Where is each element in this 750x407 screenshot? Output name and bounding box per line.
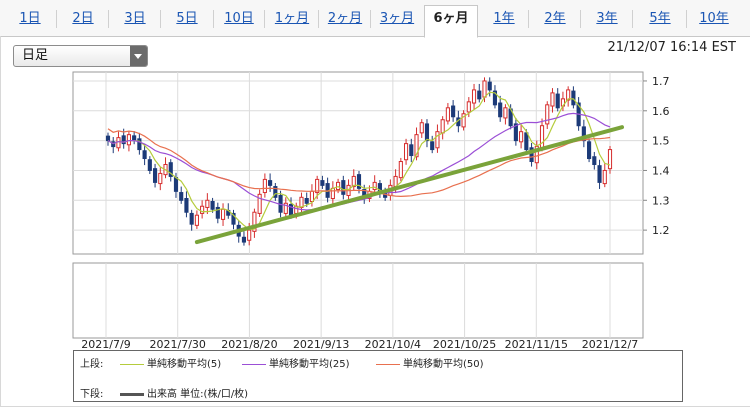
tab-separator [56,10,57,28]
legend-label-sma50: 単純移動平均(50) [403,359,484,370]
legend-item-volume: 出来高 単位:(株/口/枚) [120,385,248,400]
tab-separator [370,10,371,28]
chart-interval-select[interactable]: 日足 [13,45,148,67]
legend-label-sma25: 単純移動平均(25) [269,359,350,370]
tab-period-7[interactable]: 3ヶ月 [379,11,415,26]
tab-period-10[interactable]: 2年 [544,11,566,26]
tab-period-11[interactable]: 3年 [596,11,618,26]
tab-separator [160,10,161,28]
tab-period-6[interactable]: 2ヶ月 [327,11,363,26]
legend-lower-label: 下段: [80,389,104,400]
legend-label-volume: 出来高 単位:(株/口/枚) [147,389,249,400]
tab-period-0[interactable]: 1日 [19,11,41,26]
tab-period-8[interactable]: 6ヶ月 [424,5,478,38]
quote-timestamp: 21/12/07 16:14 EST [607,40,736,55]
tab-separator [528,10,529,28]
tab-period-9[interactable]: 1年 [493,11,515,26]
tab-separator [632,10,633,28]
legend-swatch-sma5 [120,363,144,365]
tab-separator [580,10,581,28]
tab-period-12[interactable]: 5年 [649,11,671,26]
tab-period-1[interactable]: 2日 [72,11,94,26]
tab-separator [108,10,109,28]
tab-period-5[interactable]: 1ヶ月 [274,11,310,26]
period-tab-bar: 1日 2日 3日 5日 10日 1ヶ月 2ヶ月 3ヶ月 6ヶ月 1年 2年 3年 5年 10年 [0,0,750,38]
tab-separator [264,10,265,28]
tab-separator [213,10,214,28]
tab-period-4[interactable]: 10日 [224,11,254,26]
legend-item-sma50: 単純移動平均(50) [376,355,484,370]
chart-legend: 上段: 単純移動平均(5) 単純移動平均(25) 単純移動平均(50) 下段: … [73,350,683,402]
chevron-down-icon[interactable] [130,46,147,66]
legend-swatch-sma25 [242,363,266,365]
legend-upper-label: 上段: [80,359,104,370]
legend-item-sma25: 単純移動平均(25) [242,355,350,370]
legend-item-sma5: 単純移動平均(5) [120,355,221,370]
tab-period-2[interactable]: 3日 [124,11,146,26]
legend-swatch-volume [120,392,144,396]
tab-separator [318,10,319,28]
tab-separator [686,10,687,28]
tab-period-13[interactable]: 10年 [699,11,729,26]
legend-swatch-sma50 [376,363,400,365]
chart-interval-value: 日足 [22,48,49,63]
tab-period-3[interactable]: 5日 [176,11,198,26]
legend-label-sma5: 単純移動平均(5) [147,359,222,370]
